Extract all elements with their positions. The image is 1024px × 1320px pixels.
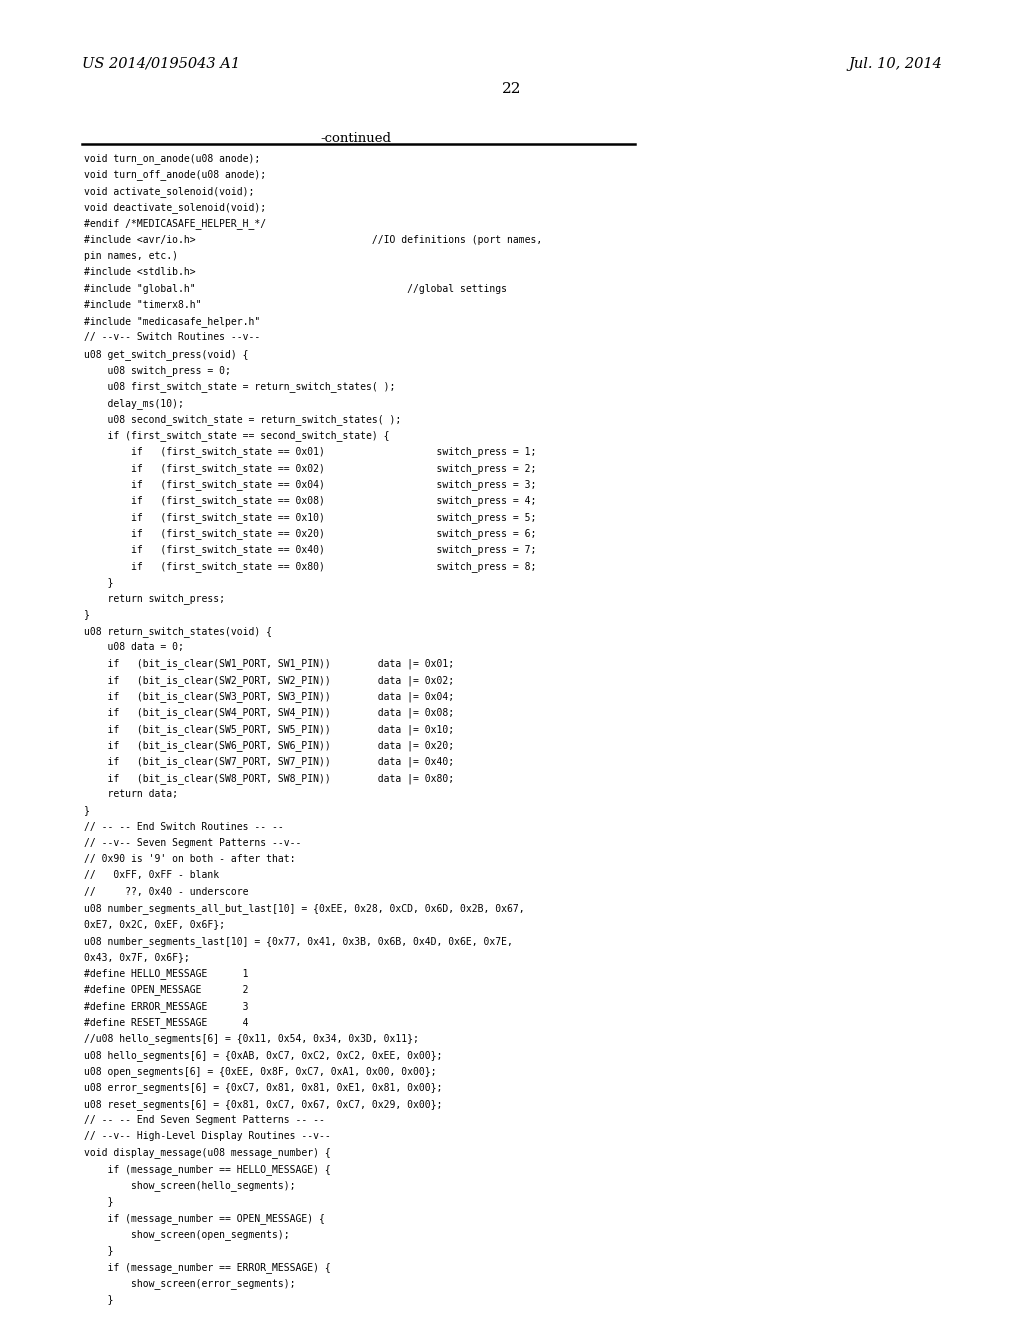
Text: // --v-- High-Level Display Routines --v--: // --v-- High-Level Display Routines --v…	[84, 1131, 331, 1142]
Text: u08 open_segments[6] = {0xEE, 0x8F, 0xC7, 0xA1, 0x00, 0x00};: u08 open_segments[6] = {0xEE, 0x8F, 0xC7…	[84, 1067, 436, 1077]
Text: show_screen(hello_segments);: show_screen(hello_segments);	[84, 1180, 296, 1191]
Text: u08 number_segments_all_but_last[10] = {0xEE, 0x28, 0xCD, 0x6D, 0x2B, 0x67,: u08 number_segments_all_but_last[10] = {…	[84, 903, 524, 913]
Text: return data;: return data;	[84, 789, 178, 799]
Text: if   (first_switch_state == 0x20)                   switch_press = 6;: if (first_switch_state == 0x20) switch_p…	[84, 528, 537, 539]
Text: if   (bit_is_clear(SW5_PORT, SW5_PIN))        data |= 0x10;: if (bit_is_clear(SW5_PORT, SW5_PIN)) dat…	[84, 723, 454, 735]
Text: if   (first_switch_state == 0x80)                   switch_press = 8;: if (first_switch_state == 0x80) switch_p…	[84, 561, 537, 572]
Text: 0x43, 0x7F, 0x6F};: 0x43, 0x7F, 0x6F};	[84, 952, 189, 962]
Text: #define RESET_MESSAGE      4: #define RESET_MESSAGE 4	[84, 1018, 249, 1028]
Text: if (message_number == HELLO_MESSAGE) {: if (message_number == HELLO_MESSAGE) {	[84, 1164, 331, 1175]
Text: u08 second_switch_state = return_switch_states( );: u08 second_switch_state = return_switch_…	[84, 414, 401, 425]
Text: //     ??, 0x40 - underscore: // ??, 0x40 - underscore	[84, 887, 249, 896]
Text: -continued: -continued	[321, 132, 392, 145]
Text: if   (bit_is_clear(SW8_PORT, SW8_PIN))        data |= 0x80;: if (bit_is_clear(SW8_PORT, SW8_PIN)) dat…	[84, 772, 454, 784]
Text: u08 switch_press = 0;: u08 switch_press = 0;	[84, 366, 230, 376]
Text: if   (first_switch_state == 0x04)                   switch_press = 3;: if (first_switch_state == 0x04) switch_p…	[84, 479, 537, 490]
Text: 22: 22	[502, 82, 522, 96]
Text: if   (first_switch_state == 0x40)                   switch_press = 7;: if (first_switch_state == 0x40) switch_p…	[84, 544, 537, 556]
Text: #endif /*MEDICASAFE_HELPER_H_*/: #endif /*MEDICASAFE_HELPER_H_*/	[84, 218, 266, 230]
Text: // 0x90 is '9' on both - after that:: // 0x90 is '9' on both - after that:	[84, 854, 296, 865]
Text: #define OPEN_MESSAGE       2: #define OPEN_MESSAGE 2	[84, 985, 249, 995]
Text: if   (first_switch_state == 0x10)                   switch_press = 5;: if (first_switch_state == 0x10) switch_p…	[84, 512, 537, 523]
Text: if   (bit_is_clear(SW7_PORT, SW7_PIN))        data |= 0x40;: if (bit_is_clear(SW7_PORT, SW7_PIN)) dat…	[84, 756, 454, 767]
Text: //u08 hello_segments[6] = {0x11, 0x54, 0x34, 0x3D, 0x11};: //u08 hello_segments[6] = {0x11, 0x54, 0…	[84, 1034, 419, 1044]
Text: u08 data = 0;: u08 data = 0;	[84, 642, 184, 652]
Text: #include <stdlib.h>: #include <stdlib.h>	[84, 267, 196, 277]
Text: // --v-- Seven Segment Patterns --v--: // --v-- Seven Segment Patterns --v--	[84, 838, 301, 847]
Text: // -- -- End Seven Segment Patterns -- --: // -- -- End Seven Segment Patterns -- -…	[84, 1115, 325, 1125]
Text: if   (bit_is_clear(SW1_PORT, SW1_PIN))        data |= 0x01;: if (bit_is_clear(SW1_PORT, SW1_PIN)) dat…	[84, 659, 454, 669]
Text: void deactivate_solenoid(void);: void deactivate_solenoid(void);	[84, 202, 266, 213]
Text: delay_ms(10);: delay_ms(10);	[84, 397, 184, 409]
Text: #include "timerx8.h": #include "timerx8.h"	[84, 300, 202, 310]
Text: }: }	[84, 577, 114, 587]
Text: void activate_solenoid(void);: void activate_solenoid(void);	[84, 186, 254, 197]
Text: void display_message(u08 message_number) {: void display_message(u08 message_number)…	[84, 1147, 331, 1159]
Text: #include "medicasafe_helper.h": #include "medicasafe_helper.h"	[84, 317, 260, 327]
Text: }: }	[84, 610, 90, 619]
Text: if   (bit_is_clear(SW3_PORT, SW3_PIN))        data |= 0x04;: if (bit_is_clear(SW3_PORT, SW3_PIN)) dat…	[84, 692, 454, 702]
Text: u08 return_switch_states(void) {: u08 return_switch_states(void) {	[84, 626, 272, 636]
Text: US 2014/0195043 A1: US 2014/0195043 A1	[82, 57, 240, 71]
Text: u08 get_switch_press(void) {: u08 get_switch_press(void) {	[84, 348, 249, 359]
Text: return switch_press;: return switch_press;	[84, 593, 225, 605]
Text: u08 hello_segments[6] = {0xAB, 0xC7, 0xC2, 0xC2, 0xEE, 0x00};: u08 hello_segments[6] = {0xAB, 0xC7, 0xC…	[84, 1049, 442, 1061]
Text: }: }	[84, 805, 90, 816]
Text: 0xE7, 0x2C, 0xEF, 0x6F};: 0xE7, 0x2C, 0xEF, 0x6F};	[84, 919, 225, 929]
Text: #include "global.h"                                    //global settings: #include "global.h" //global settings	[84, 284, 507, 293]
Text: if (message_number == ERROR_MESSAGE) {: if (message_number == ERROR_MESSAGE) {	[84, 1262, 331, 1272]
Text: u08 first_switch_state = return_switch_states( );: u08 first_switch_state = return_switch_s…	[84, 381, 395, 392]
Text: if   (bit_is_clear(SW2_PORT, SW2_PIN))        data |= 0x02;: if (bit_is_clear(SW2_PORT, SW2_PIN)) dat…	[84, 675, 454, 685]
Text: if   (first_switch_state == 0x01)                   switch_press = 1;: if (first_switch_state == 0x01) switch_p…	[84, 446, 537, 458]
Text: if   (first_switch_state == 0x02)                   switch_press = 2;: if (first_switch_state == 0x02) switch_p…	[84, 463, 537, 474]
Text: if   (bit_is_clear(SW4_PORT, SW4_PIN))        data |= 0x08;: if (bit_is_clear(SW4_PORT, SW4_PIN)) dat…	[84, 708, 454, 718]
Text: u08 number_segments_last[10] = {0x77, 0x41, 0x3B, 0x6B, 0x4D, 0x6E, 0x7E,: u08 number_segments_last[10] = {0x77, 0x…	[84, 936, 513, 946]
Text: pin names, etc.): pin names, etc.)	[84, 251, 178, 261]
Text: }: }	[84, 1245, 114, 1255]
Text: }: }	[84, 1196, 114, 1206]
Text: }: }	[84, 1294, 114, 1304]
Text: u08 error_segments[6] = {0xC7, 0x81, 0x81, 0xE1, 0x81, 0x00};: u08 error_segments[6] = {0xC7, 0x81, 0x8…	[84, 1082, 442, 1093]
Text: #define HELLO_MESSAGE      1: #define HELLO_MESSAGE 1	[84, 968, 249, 979]
Text: void turn_on_anode(u08 anode);: void turn_on_anode(u08 anode);	[84, 153, 260, 164]
Text: if   (bit_is_clear(SW6_PORT, SW6_PIN))        data |= 0x20;: if (bit_is_clear(SW6_PORT, SW6_PIN)) dat…	[84, 741, 454, 751]
Text: // --v-- Switch Routines --v--: // --v-- Switch Routines --v--	[84, 333, 260, 342]
Text: #include <avr/io.h>                              //IO definitions (port names,: #include <avr/io.h> //IO definitions (po…	[84, 235, 543, 244]
Text: Jul. 10, 2014: Jul. 10, 2014	[848, 57, 942, 71]
Text: //   0xFF, 0xFF - blank: // 0xFF, 0xFF - blank	[84, 870, 219, 880]
Text: void turn_off_anode(u08 anode);: void turn_off_anode(u08 anode);	[84, 169, 266, 181]
Text: show_screen(error_segments);: show_screen(error_segments);	[84, 1278, 296, 1288]
Text: u08 reset_segments[6] = {0x81, 0xC7, 0x67, 0xC7, 0x29, 0x00};: u08 reset_segments[6] = {0x81, 0xC7, 0x6…	[84, 1098, 442, 1110]
Text: if (first_switch_state == second_switch_state) {: if (first_switch_state == second_switch_…	[84, 430, 389, 441]
Text: show_screen(open_segments);: show_screen(open_segments);	[84, 1229, 290, 1239]
Text: if   (first_switch_state == 0x08)                   switch_press = 4;: if (first_switch_state == 0x08) switch_p…	[84, 495, 537, 507]
Text: if (message_number == OPEN_MESSAGE) {: if (message_number == OPEN_MESSAGE) {	[84, 1213, 325, 1224]
Text: // -- -- End Switch Routines -- --: // -- -- End Switch Routines -- --	[84, 821, 284, 832]
Text: #define ERROR_MESSAGE      3: #define ERROR_MESSAGE 3	[84, 1001, 249, 1011]
